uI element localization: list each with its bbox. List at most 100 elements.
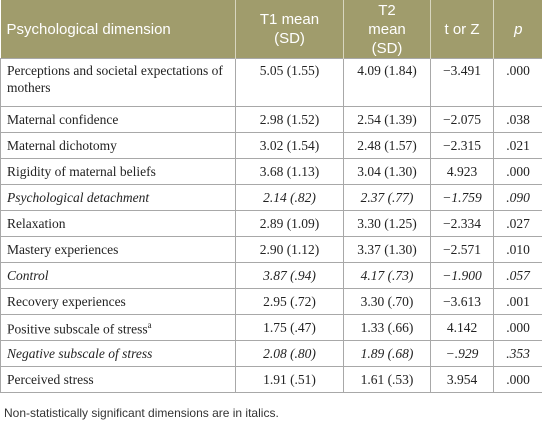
column-header: Psychological dimension [0, 0, 236, 59]
cell-text: −1.759 [442, 190, 482, 205]
table-row: Rigidity of maternal beliefs 3.68 (1.13) 3… [0, 158, 542, 185]
dimension-cell: Control [0, 262, 236, 289]
value-cell: −1.900 [430, 262, 494, 289]
footnote: Non-statistically significant dimensions… [4, 403, 538, 423]
value-cell: .000 [493, 158, 542, 185]
value-cell: 1.75 (.47) [235, 314, 344, 341]
column-header: T1 mean (SD) [235, 0, 344, 59]
header-row: Psychological dimension T1 mean (SD) T2 me… [0, 0, 542, 59]
value-cell: 2.89 (1.09) [235, 210, 344, 237]
table-row: Perceptions and societal expectations of… [0, 58, 542, 107]
dimension-cell: Perceptions and societal expectations of… [0, 58, 236, 107]
cell-text: 1.89 (.68) [360, 346, 414, 361]
table-row: Maternal dichotomy 3.02 (1.54) 2.48 (1.57)… [0, 132, 542, 159]
value-cell: 1.61 (.53) [343, 366, 431, 393]
value-cell: .027 [493, 210, 542, 237]
value-cell: 1.89 (.68) [343, 340, 431, 367]
cell-text: .353 [506, 346, 530, 361]
cell-text: .000 [506, 320, 530, 335]
cell-text: Mastery experiences [7, 242, 119, 257]
cell-text: −2.334 [443, 216, 481, 231]
dimension-cell: Psychological detachment [0, 184, 236, 211]
value-cell: −2.075 [430, 106, 494, 133]
table-row: Positive subscale of stressa 1.75 (.47) 1.… [0, 314, 542, 341]
cell-text: 3.954 [446, 372, 478, 387]
value-cell: 3.30 (.70) [343, 288, 431, 315]
cell-text: −2.571 [443, 242, 481, 257]
column-header: p [493, 0, 542, 59]
value-cell: −3.491 [430, 58, 494, 107]
value-cell: 3.30 (1.25) [343, 210, 431, 237]
value-cell: −.929 [430, 340, 494, 367]
value-cell: 5.05 (1.55) [235, 58, 344, 107]
cell-text: Rigidity of maternal beliefs [7, 164, 156, 179]
dimension-cell: Mastery experiences [0, 236, 236, 263]
cell-text: Negative subscale of stress [7, 346, 153, 361]
cell-text: −.929 [445, 346, 479, 361]
column-header: t or Z [430, 0, 494, 59]
footnotes: Non-statistically significant dimensions… [0, 393, 542, 429]
table-row: Relaxation 2.89 (1.09) 3.30 (1.25) −2.334 .0… [0, 210, 542, 237]
cell-text: 2.08 (.80) [263, 346, 316, 361]
table-body: Perceptions and societal expectations of… [0, 58, 542, 393]
cell-text: 4.17 (.73) [360, 268, 414, 283]
table-row: Perceived stress 1.91 (.51) 1.61 (.53) 3.95… [0, 366, 542, 393]
value-cell: .010 [493, 236, 542, 263]
cell-text: Relaxation [7, 216, 66, 231]
cell-text: −2.075 [443, 112, 481, 127]
value-cell: 2.90 (1.12) [235, 236, 344, 263]
value-cell: .000 [493, 58, 542, 107]
value-cell: 2.37 (.77) [343, 184, 431, 211]
cell-text: .010 [506, 242, 530, 257]
cell-text: .000 [506, 63, 530, 78]
table-row: Mastery experiences 2.90 (1.12) 3.37 (1.30… [0, 236, 542, 263]
cell-text: Maternal confidence [7, 112, 119, 127]
footnote-text: Non-statistically significant dimensions… [4, 406, 279, 420]
dimension-cell: Perceived stress [0, 366, 236, 393]
table-row: Recovery experiences 2.95 (.72) 3.30 (.70)… [0, 288, 542, 315]
dimension-cell: Negative subscale of stress [0, 340, 236, 367]
cell-text: Perceptions and societal expectations of… [7, 63, 223, 95]
cell-text: 2.37 (.77) [360, 190, 414, 205]
cell-text: −3.613 [443, 294, 481, 309]
cell-text: −2.315 [443, 138, 481, 153]
cell-text: −3.491 [443, 63, 481, 78]
table-row: Psychological detachment 2.14 (.82) 2.37 (… [0, 184, 542, 211]
value-cell: −2.334 [430, 210, 494, 237]
cell-text: .000 [506, 372, 530, 387]
dimension-cell: Maternal confidence [0, 106, 236, 133]
value-cell: .000 [493, 314, 542, 341]
dimension-cell: Maternal dichotomy [0, 132, 236, 159]
cell-text: Control [7, 268, 49, 283]
cell-text: 3.30 (.70) [360, 294, 414, 309]
cell-text: 4.09 (1.84) [357, 63, 417, 78]
column-header: T2 mean (SD) [343, 0, 431, 59]
cell-text: −1.900 [442, 268, 482, 283]
value-cell: .000 [493, 366, 542, 393]
value-cell: −2.315 [430, 132, 494, 159]
cell-text: 2.89 (1.09) [259, 216, 320, 231]
dimension-cell: Positive subscale of stressa [0, 314, 236, 341]
value-cell: 1.33 (.66) [343, 314, 431, 341]
cell-text: 4.923 [446, 164, 478, 179]
cell-text: Psychological detachment [7, 190, 150, 205]
value-cell: −3.613 [430, 288, 494, 315]
cell-text: .001 [506, 294, 530, 309]
cell-text: 2.95 (.72) [263, 294, 316, 309]
cell-text: 3.30 (1.25) [357, 216, 417, 231]
value-cell: −1.759 [430, 184, 494, 211]
cell-text: 4.142 [446, 320, 478, 335]
table-row: Maternal confidence 2.98 (1.52) 2.54 (1.39… [0, 106, 542, 133]
cell-text: 3.68 (1.13) [259, 164, 320, 179]
value-cell: 4.17 (.73) [343, 262, 431, 289]
value-cell: .038 [493, 106, 542, 133]
value-cell: 4.142 [430, 314, 494, 341]
dimension-cell: Rigidity of maternal beliefs [0, 158, 236, 185]
value-cell: 3.68 (1.13) [235, 158, 344, 185]
cell-text: 1.33 (.66) [360, 320, 414, 335]
cell-text: .057 [506, 268, 530, 283]
value-cell: .090 [493, 184, 542, 211]
dimension-cell: Relaxation [0, 210, 236, 237]
cell-text: Maternal dichotomy [7, 138, 117, 153]
